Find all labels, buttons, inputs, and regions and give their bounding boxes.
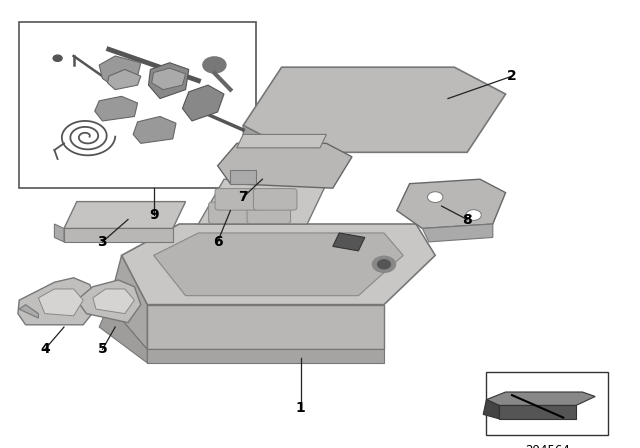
Polygon shape xyxy=(18,278,99,325)
Polygon shape xyxy=(333,233,365,251)
Text: 1: 1 xyxy=(296,401,306,415)
Polygon shape xyxy=(182,85,224,121)
Polygon shape xyxy=(483,400,499,419)
Polygon shape xyxy=(243,67,506,152)
FancyBboxPatch shape xyxy=(247,202,291,224)
Polygon shape xyxy=(147,349,384,363)
FancyBboxPatch shape xyxy=(253,189,297,210)
Text: 7: 7 xyxy=(238,190,248,204)
Polygon shape xyxy=(95,96,138,121)
Polygon shape xyxy=(148,63,189,99)
Polygon shape xyxy=(243,125,294,166)
FancyBboxPatch shape xyxy=(215,189,259,210)
Polygon shape xyxy=(198,179,326,224)
FancyBboxPatch shape xyxy=(19,22,256,188)
Polygon shape xyxy=(218,143,352,188)
Polygon shape xyxy=(147,305,384,349)
Text: 2: 2 xyxy=(507,69,517,83)
Text: 8: 8 xyxy=(462,212,472,227)
Polygon shape xyxy=(499,405,576,419)
Polygon shape xyxy=(422,224,493,242)
Polygon shape xyxy=(64,228,173,242)
Polygon shape xyxy=(152,68,186,90)
Polygon shape xyxy=(19,305,38,318)
Polygon shape xyxy=(99,56,141,85)
Text: 5: 5 xyxy=(97,342,108,357)
Circle shape xyxy=(203,57,226,73)
Polygon shape xyxy=(38,289,83,316)
Polygon shape xyxy=(54,224,64,242)
Circle shape xyxy=(466,210,481,220)
Polygon shape xyxy=(99,305,147,363)
Polygon shape xyxy=(133,116,176,143)
FancyBboxPatch shape xyxy=(486,372,608,435)
Polygon shape xyxy=(237,134,326,148)
Circle shape xyxy=(53,55,62,61)
Circle shape xyxy=(378,260,390,269)
Polygon shape xyxy=(122,224,435,305)
Circle shape xyxy=(372,256,396,272)
Polygon shape xyxy=(109,255,147,349)
Polygon shape xyxy=(93,289,134,314)
Polygon shape xyxy=(230,170,256,184)
Polygon shape xyxy=(154,233,403,296)
Circle shape xyxy=(428,192,443,202)
Text: 294564: 294564 xyxy=(525,444,570,448)
Text: 9: 9 xyxy=(148,208,159,222)
Polygon shape xyxy=(77,280,141,323)
Text: 6: 6 xyxy=(212,235,223,249)
Polygon shape xyxy=(108,69,141,90)
Polygon shape xyxy=(397,179,506,228)
FancyBboxPatch shape xyxy=(209,202,252,224)
Polygon shape xyxy=(64,202,186,228)
Text: 3: 3 xyxy=(97,235,108,249)
Text: 4: 4 xyxy=(40,342,50,357)
Polygon shape xyxy=(486,392,595,405)
